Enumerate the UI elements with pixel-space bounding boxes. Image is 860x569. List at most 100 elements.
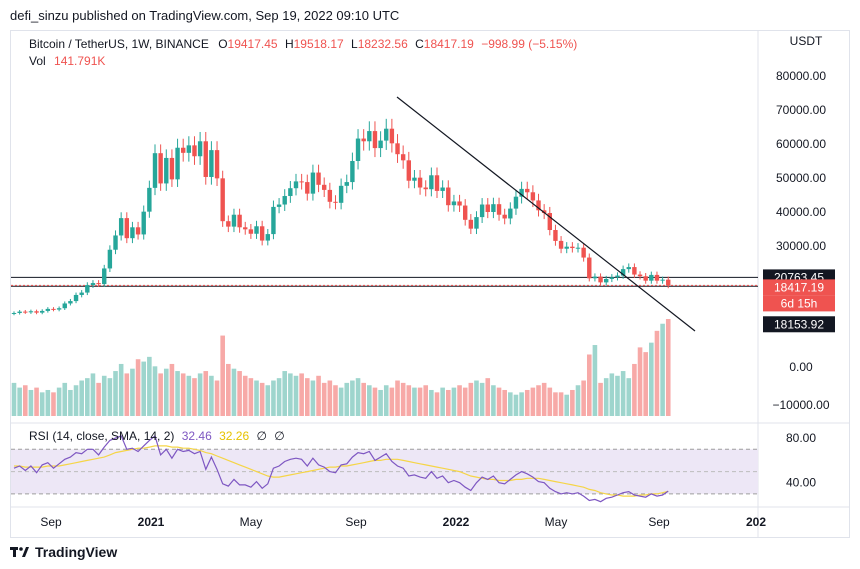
candle-body[interactable]: [192, 145, 197, 157]
candle-body[interactable]: [519, 188, 524, 197]
candle-body[interactable]: [34, 311, 39, 313]
candle-body[interactable]: [575, 247, 581, 249]
candle-body[interactable]: [327, 189, 333, 202]
candle-body[interactable]: [288, 188, 293, 197]
candle-body[interactable]: [141, 211, 146, 235]
candle-body[interactable]: [547, 213, 552, 231]
candle-body[interactable]: [564, 246, 569, 249]
candle-body[interactable]: [73, 294, 79, 302]
candle-body[interactable]: [85, 285, 90, 293]
candle-body[interactable]: [293, 181, 299, 189]
candle-body[interactable]: [130, 227, 135, 239]
candle-body[interactable]: [107, 249, 113, 269]
candle-body[interactable]: [113, 235, 118, 250]
candle-body[interactable]: [530, 192, 536, 201]
candle-body[interactable]: [666, 279, 671, 286]
candle-body[interactable]: [553, 230, 558, 241]
candle-body[interactable]: [350, 161, 355, 183]
candle-body[interactable]: [491, 204, 496, 212]
candle-body[interactable]: [649, 274, 654, 281]
candle-body[interactable]: [90, 283, 96, 286]
candle-body[interactable]: [412, 177, 417, 181]
candle-body[interactable]: [40, 310, 45, 313]
candle-body[interactable]: [96, 283, 101, 285]
candle-body[interactable]: [226, 221, 231, 227]
candle-body[interactable]: [56, 308, 62, 310]
candle-body[interactable]: [181, 147, 186, 153]
candle-body[interactable]: [231, 214, 237, 227]
candle-body[interactable]: [124, 218, 129, 239]
candle-body[interactable]: [310, 172, 316, 194]
candle-body[interactable]: [479, 204, 485, 218]
candle-body[interactable]: [660, 279, 665, 281]
candle-body[interactable]: [378, 140, 383, 149]
candle-body[interactable]: [434, 175, 440, 191]
candle-body[interactable]: [513, 196, 519, 209]
candle-body[interactable]: [400, 154, 406, 161]
candle-body[interactable]: [158, 153, 163, 184]
candle-body[interactable]: [474, 217, 479, 229]
candle-body[interactable]: [45, 308, 51, 311]
candle-body[interactable]: [248, 229, 254, 234]
tradingview-brand[interactable]: TradingView: [35, 544, 118, 560]
candle-body[interactable]: [536, 200, 541, 211]
candle-body[interactable]: [384, 128, 389, 141]
candle-body[interactable]: [68, 301, 73, 304]
candle-body[interactable]: [632, 267, 637, 275]
candle-body[interactable]: [457, 201, 462, 206]
candle-body[interactable]: [525, 188, 530, 193]
candle-body[interactable]: [333, 201, 338, 203]
candle-body[interactable]: [615, 275, 620, 278]
candle-body[interactable]: [570, 246, 575, 249]
candle-body[interactable]: [502, 214, 507, 219]
candle-body[interactable]: [609, 277, 615, 279]
candle-body[interactable]: [237, 214, 242, 228]
candle-body[interactable]: [423, 187, 428, 190]
candle-body[interactable]: [316, 172, 321, 185]
candle-body[interactable]: [169, 157, 175, 180]
candle-body[interactable]: [338, 185, 344, 203]
candle-body[interactable]: [282, 196, 287, 205]
candle-body[interactable]: [243, 227, 248, 230]
candle-body[interactable]: [118, 218, 124, 236]
candle-body[interactable]: [17, 311, 22, 313]
candle-body[interactable]: [271, 206, 276, 235]
candle-body[interactable]: [11, 312, 17, 314]
candle-body[interactable]: [23, 311, 28, 313]
candle-body[interactable]: [626, 267, 631, 270]
vol-label[interactable]: Vol: [29, 54, 46, 68]
candle-body[interactable]: [259, 226, 265, 241]
candle-body[interactable]: [429, 175, 434, 190]
candle-body[interactable]: [361, 138, 366, 142]
candle-body[interactable]: [135, 227, 141, 235]
chart-canvas[interactable]: USDT 80000.00 70000.00 60000.00 50000.00 4000…: [11, 31, 850, 538]
candle-body[interactable]: [299, 181, 304, 183]
candle-body[interactable]: [508, 208, 513, 219]
candle-body[interactable]: [355, 138, 361, 161]
candle-body[interactable]: [186, 145, 192, 153]
symbol-title[interactable]: Bitcoin / TetherUS, 1W, BINANCE: [29, 37, 209, 51]
candle-body[interactable]: [468, 219, 474, 229]
candle-body[interactable]: [406, 160, 411, 181]
candle-body[interactable]: [637, 274, 643, 277]
chart-frame[interactable]: USDT 80000.00 70000.00 60000.00 50000.00 4000…: [10, 30, 850, 538]
candle-body[interactable]: [389, 128, 395, 144]
candle-body[interactable]: [446, 187, 451, 206]
candle-body[interactable]: [372, 131, 378, 149]
candle-body[interactable]: [604, 278, 609, 283]
candle-body[interactable]: [463, 205, 468, 220]
candle-body[interactable]: [587, 257, 592, 279]
candle-body[interactable]: [276, 204, 282, 207]
candle-body[interactable]: [220, 178, 225, 222]
candle-body[interactable]: [305, 182, 310, 194]
candle-body[interactable]: [254, 226, 259, 234]
candle-body[interactable]: [152, 153, 158, 188]
candle-body[interactable]: [643, 276, 648, 281]
candle-body[interactable]: [28, 311, 34, 313]
candle-body[interactable]: [654, 274, 660, 281]
candle-body[interactable]: [558, 240, 564, 249]
rsi-label[interactable]: RSI (14, close, SMA, 14, 2): [29, 429, 175, 443]
candle-body[interactable]: [417, 177, 423, 188]
candle-body[interactable]: [51, 308, 56, 310]
candle-body[interactable]: [541, 210, 547, 214]
